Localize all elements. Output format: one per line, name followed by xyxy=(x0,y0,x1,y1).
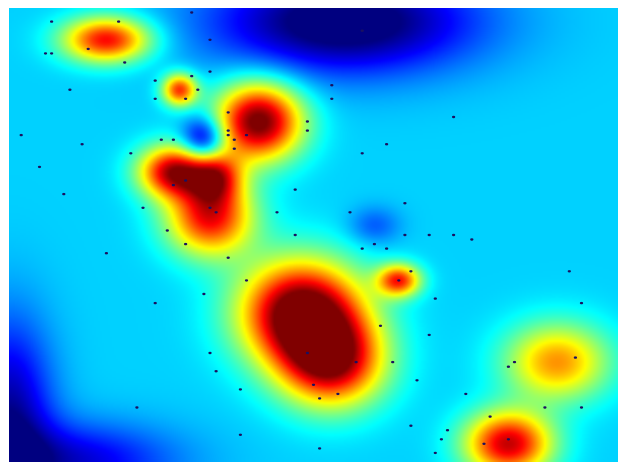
sample-point-15 xyxy=(184,179,188,182)
sample-point-12 xyxy=(330,84,334,87)
sample-point-58 xyxy=(330,97,334,101)
sample-point-23 xyxy=(202,292,206,296)
sample-point-29 xyxy=(433,297,437,300)
heatmap-field xyxy=(9,8,618,462)
sample-point-83 xyxy=(573,356,578,359)
sample-point-20 xyxy=(275,211,279,214)
sample-point-46 xyxy=(482,442,486,445)
sample-point-47 xyxy=(445,429,450,432)
sample-point-40 xyxy=(579,406,584,409)
sample-point-38 xyxy=(567,270,571,273)
sample-point-84 xyxy=(506,365,510,368)
sample-point-13 xyxy=(68,88,72,91)
sample-point-72 xyxy=(171,138,175,141)
sample-point-32 xyxy=(360,247,364,250)
sample-point-36 xyxy=(470,238,474,241)
sample-point-43 xyxy=(543,406,547,409)
sample-point-64 xyxy=(80,143,84,146)
sample-point-19 xyxy=(214,211,218,214)
sample-point-75 xyxy=(305,351,309,355)
sample-point-33 xyxy=(385,247,389,250)
sample-point-85 xyxy=(488,415,492,418)
sample-point-1 xyxy=(117,20,121,23)
sample-point-69 xyxy=(153,97,157,101)
sample-point-73 xyxy=(232,147,236,150)
sample-point-54 xyxy=(452,115,456,119)
sample-point-7 xyxy=(184,97,188,101)
sample-point-70 xyxy=(196,88,200,91)
sample-point-82 xyxy=(214,370,218,373)
sample-point-90 xyxy=(409,424,413,427)
sample-point-26 xyxy=(293,188,297,191)
sample-point-30 xyxy=(403,233,407,237)
sample-point-3 xyxy=(123,61,127,64)
sample-point-11 xyxy=(305,120,309,123)
sample-point-0 xyxy=(50,20,54,23)
sample-point-48 xyxy=(318,397,322,400)
sample-point-9 xyxy=(244,133,249,137)
sample-point-31 xyxy=(348,211,352,214)
sample-point-53 xyxy=(427,333,431,337)
sample-point-89 xyxy=(360,29,364,32)
sample-point-57 xyxy=(360,152,364,155)
sample-point-21 xyxy=(293,233,297,237)
sample-point-60 xyxy=(159,138,163,141)
sample-point-51 xyxy=(378,324,383,327)
sample-point-66 xyxy=(37,165,42,169)
sample-point-10 xyxy=(232,138,236,141)
sample-point-79 xyxy=(238,388,242,391)
sample-point-5 xyxy=(190,74,194,78)
sample-point-81 xyxy=(135,406,139,409)
sample-point-41 xyxy=(464,392,468,396)
sample-points xyxy=(19,11,584,455)
sample-point-8 xyxy=(226,111,230,114)
sample-point-55 xyxy=(403,202,407,205)
sample-point-37 xyxy=(512,360,517,364)
sample-point-44 xyxy=(439,438,443,441)
sample-point-76 xyxy=(238,433,242,436)
sample-point-17 xyxy=(171,183,175,187)
sample-point-34 xyxy=(409,270,413,273)
sample-point-50 xyxy=(354,360,358,364)
sample-point-28 xyxy=(397,279,401,282)
sample-point-61 xyxy=(141,206,145,209)
sample-point-25 xyxy=(184,242,188,246)
sample-point-16 xyxy=(208,206,212,209)
sample-point-52 xyxy=(391,360,395,364)
sample-point-45 xyxy=(506,438,510,441)
sample-point-42 xyxy=(415,379,419,382)
sample-point-22 xyxy=(244,279,249,282)
sample-point-65 xyxy=(62,192,66,196)
sample-point-6 xyxy=(208,70,212,73)
sample-point-18 xyxy=(165,229,169,232)
sample-point-14 xyxy=(129,152,133,155)
sample-point-88 xyxy=(86,47,90,51)
sample-point-59 xyxy=(226,129,230,132)
sample-point-92 xyxy=(372,242,376,246)
sample-point-80 xyxy=(208,351,212,355)
sample-point-77 xyxy=(318,447,322,450)
sample-point-27 xyxy=(305,129,309,132)
sample-point-63 xyxy=(104,252,108,255)
sample-point-2 xyxy=(50,52,54,55)
sample-point-49 xyxy=(311,383,316,386)
sample-point-62 xyxy=(153,301,157,305)
sample-point-87 xyxy=(190,11,194,14)
sample-point-71 xyxy=(208,38,212,41)
sample-point-78 xyxy=(336,392,340,396)
sample-point-35 xyxy=(427,233,431,237)
sample-point-91 xyxy=(452,233,456,237)
sample-point-68 xyxy=(43,52,48,55)
sample-point-86 xyxy=(433,451,437,455)
sample-point-74 xyxy=(226,133,230,137)
sample-point-56 xyxy=(385,143,389,146)
sample-point-24 xyxy=(226,256,230,259)
sample-point-4 xyxy=(153,79,157,82)
sample-point-39 xyxy=(579,301,584,305)
sample-point-67 xyxy=(19,133,23,137)
